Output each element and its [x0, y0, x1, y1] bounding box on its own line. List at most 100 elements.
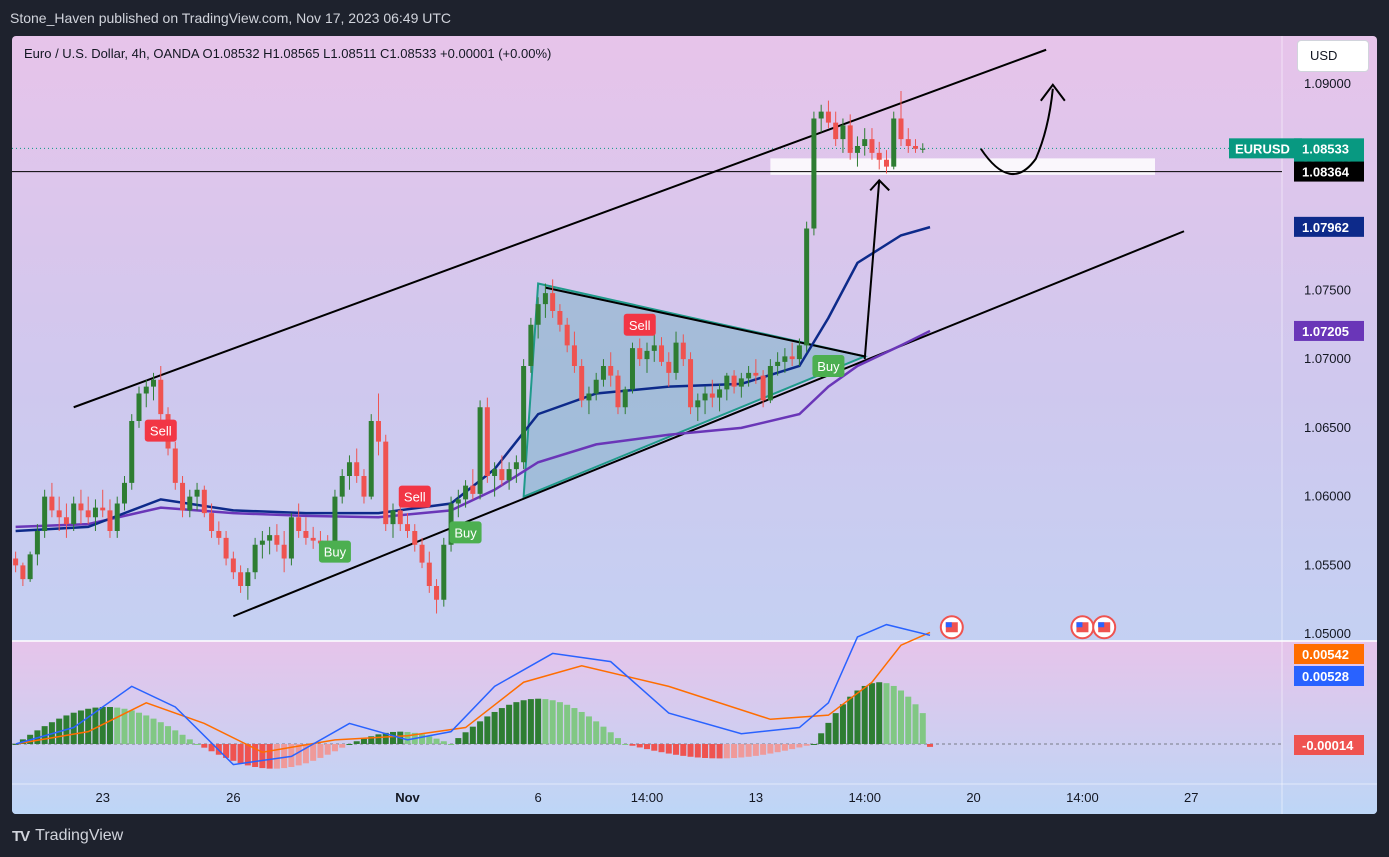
macd-histogram-bar: [571, 708, 578, 744]
candle: [230, 551, 236, 580]
candle-body: [375, 421, 381, 442]
candle-body: [876, 152, 882, 160]
candle-body: [506, 469, 512, 481]
macd-histogram-bar: [179, 734, 186, 744]
macd-histogram-bar: [390, 731, 396, 744]
candle-body: [274, 535, 280, 545]
candle-body: [85, 510, 91, 518]
candle: [717, 383, 723, 412]
candle: [593, 372, 599, 401]
candle-body: [535, 304, 541, 325]
signal-badge: [623, 313, 656, 336]
candle: [550, 279, 556, 318]
candle: [492, 462, 498, 497]
candle-body: [405, 524, 411, 531]
candle-body: [528, 324, 534, 366]
macd-histogram-bar: [774, 744, 781, 753]
candle: [180, 476, 186, 518]
candle: [659, 337, 665, 366]
candle-body: [455, 499, 461, 504]
candle: [775, 352, 781, 376]
macd-histogram-bar: [201, 744, 208, 748]
candle-body: [42, 496, 48, 531]
macd-histogram-bar: [585, 716, 592, 744]
macd-histogram-bar: [825, 722, 832, 744]
candle: [767, 359, 773, 404]
candle-body: [775, 361, 781, 366]
candle: [223, 531, 229, 566]
x-tick-label: 14:00: [848, 790, 881, 805]
macd-histogram-bar: [114, 707, 121, 744]
candle-body: [252, 544, 258, 573]
support-zone: [770, 158, 1155, 175]
candle: [42, 489, 48, 538]
macd-histogram-bar: [404, 731, 411, 744]
macd-tag-value: 0.00528: [1302, 669, 1349, 684]
macd-histogram-bar: [426, 736, 433, 744]
macd-histogram-bar: [847, 696, 854, 744]
macd-histogram-bar: [157, 722, 164, 744]
signal-badge: [398, 485, 431, 508]
macd-histogram-bar: [781, 744, 788, 751]
candle: [876, 141, 882, 170]
candle: [862, 128, 868, 156]
macd-histogram-bar: [223, 744, 230, 758]
candle: [151, 372, 157, 401]
candle: [629, 342, 635, 394]
candle: [557, 304, 563, 332]
macd-histogram-bar: [498, 708, 505, 744]
candle: [920, 143, 926, 153]
macd-histogram-bar: [665, 744, 672, 754]
macd-histogram-bar: [266, 744, 273, 769]
candle: [586, 386, 592, 415]
candle: [499, 455, 505, 486]
macd-signal-line: [15, 631, 931, 754]
price-tag-value: 1.08533: [1302, 141, 1349, 156]
candle: [63, 503, 69, 538]
candle: [738, 372, 744, 398]
macd-histogram-bar: [716, 744, 723, 759]
x-tick-label: 13: [749, 790, 763, 805]
candle-body: [811, 118, 817, 229]
candle-body: [695, 400, 701, 408]
candle: [346, 455, 352, 490]
candle-body: [434, 586, 440, 600]
macd-histogram-bar: [506, 704, 513, 744]
candle-body: [767, 366, 773, 401]
candle-body: [34, 531, 40, 555]
candle: [187, 489, 193, 518]
footer: TV TradingView: [12, 822, 123, 850]
currency-button[interactable]: USD: [1297, 40, 1369, 72]
candle-body: [738, 378, 744, 387]
macd-histogram-bar: [905, 696, 912, 744]
candle-body: [20, 565, 26, 580]
candle: [753, 359, 759, 384]
candle-body: [209, 513, 215, 531]
candle: [136, 386, 142, 428]
breakout-arrowhead: [869, 178, 890, 192]
macd-tag-value: 0.00542: [1302, 647, 1349, 662]
candle: [521, 359, 527, 470]
candle-body: [542, 293, 548, 305]
candle-body: [760, 375, 766, 401]
signal-label: Sell: [629, 318, 651, 333]
candle: [891, 111, 897, 170]
price-tag-symbol-bg: [1229, 138, 1302, 159]
candle: [281, 531, 287, 573]
x-tick-label: 26: [226, 790, 240, 805]
signal-label: Buy: [324, 545, 347, 560]
candle-body: [637, 348, 643, 360]
macd-histogram-bar: [186, 739, 193, 744]
candle: [883, 150, 889, 174]
candle: [571, 331, 577, 373]
candle: [463, 480, 469, 508]
candle-body: [310, 537, 316, 541]
candle-body: [419, 544, 425, 563]
chart-panel[interactable]: 1.09000 1.07500 1.07000 1.06500 1.06000 1.055…: [12, 36, 1377, 814]
price-chart[interactable]: 1.09000 1.07500 1.07000 1.06500 1.06000 1.055…: [12, 36, 1377, 814]
y-tick-label: 1.07500: [1304, 282, 1351, 297]
candle-body: [346, 462, 352, 476]
macd-histogram-bar: [927, 744, 934, 747]
candle-body: [869, 139, 875, 153]
candle-body: [151, 379, 157, 387]
